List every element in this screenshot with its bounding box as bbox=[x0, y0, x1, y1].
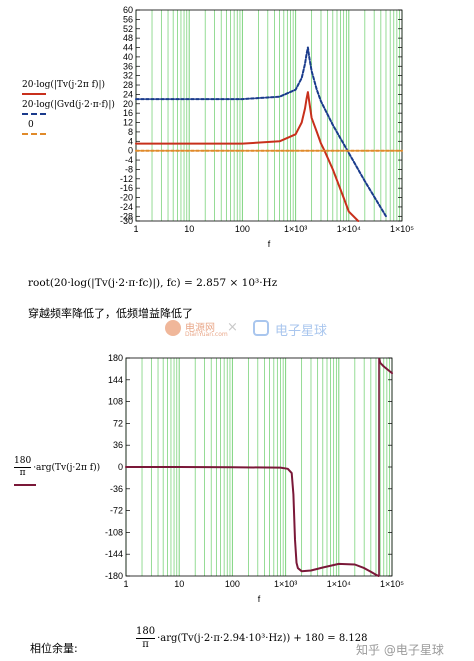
y-tick-label: -20 bbox=[120, 193, 133, 203]
y-tick-label: -12 bbox=[120, 174, 133, 184]
x-tick-label: 100 bbox=[225, 579, 240, 589]
y-tick-label: 36 bbox=[123, 61, 133, 71]
x-axis-label: f bbox=[268, 239, 271, 249]
y-tick-label: 8 bbox=[128, 127, 133, 137]
x-axis-label: f bbox=[258, 594, 261, 604]
plot-frame bbox=[135, 9, 403, 222]
y-tick-label: -28 bbox=[120, 211, 133, 221]
watermark-left-sub: DianYuan.com bbox=[185, 331, 228, 338]
legend-swatch-zero bbox=[22, 133, 46, 135]
y-tick-label: 180 bbox=[108, 353, 123, 363]
y-tick-label: 60 bbox=[123, 5, 133, 15]
magnitude-plot-area: 60565248444036322824201612840-4-8-12-16-… bbox=[120, 5, 414, 249]
y-tick-label: 20 bbox=[123, 99, 133, 109]
y-tick-label: 40 bbox=[123, 52, 133, 62]
y-tick-label: 4 bbox=[128, 136, 133, 146]
y-tick-label: 0 bbox=[118, 462, 123, 472]
legend-entry-tv: 20·log(|Tv(j·2π f)|) bbox=[22, 80, 106, 90]
x-tick-label: 100 bbox=[235, 224, 250, 234]
x-tick-label: 1 bbox=[123, 579, 128, 589]
x-tick-label: 10 bbox=[174, 579, 184, 589]
y-tick-label: -4 bbox=[125, 155, 133, 165]
legend-swatch-phase bbox=[14, 484, 36, 486]
y-tick-label: 48 bbox=[123, 33, 133, 43]
x-tick-label: 1×10⁵ bbox=[390, 224, 414, 234]
y-tick-label: 12 bbox=[123, 118, 133, 128]
y-tick-label: 44 bbox=[123, 43, 133, 53]
x-tick-label: 1×10⁴ bbox=[327, 579, 351, 589]
x-tick-label: 1×10⁵ bbox=[380, 579, 404, 589]
x-tick-label: 1×10⁴ bbox=[337, 224, 361, 234]
pm-fraction-num: 180 bbox=[136, 626, 156, 637]
legend-fraction-num: 180 bbox=[14, 456, 32, 466]
x-tick-label: 10 bbox=[184, 224, 194, 234]
watermark-left: 电源网 bbox=[185, 323, 215, 334]
y-tick-label: -8 bbox=[125, 164, 133, 174]
legend-entry-gvd: 20·log(|Gvd(j·2·π·f)|) bbox=[22, 100, 115, 110]
y-tick-label: 24 bbox=[123, 89, 133, 99]
legend-entry-phase: ·arg(Tv(j·2π f)) bbox=[33, 462, 101, 473]
y-tick-label: 108 bbox=[108, 397, 123, 407]
x-tick-label: 1×10³ bbox=[274, 579, 297, 589]
dianyuan-logo-icon bbox=[165, 320, 181, 336]
y-tick-label: -180 bbox=[105, 571, 123, 581]
dianziqiu-logo-icon bbox=[253, 320, 269, 336]
magnitude-legend: 20·log(|Tv(j·2π f)|) 20·log(|Gvd(j·2·π·f… bbox=[22, 80, 132, 135]
y-tick-label: -24 bbox=[120, 202, 133, 212]
phase-margin-equation: 180 π ·arg(Tv(j·2·π·2.94·10³·Hz)) + 180 … bbox=[136, 626, 367, 651]
legend-fraction-den: π bbox=[14, 467, 32, 479]
y-tick-label: -30 bbox=[120, 216, 133, 226]
note-text: 穿越频率降低了，低频增益降低了 bbox=[28, 307, 193, 320]
x-tick-label: 1 bbox=[133, 224, 138, 234]
y-tick-label: -36 bbox=[110, 484, 123, 494]
y-tick-label: 56 bbox=[123, 14, 133, 24]
series-line-0 bbox=[135, 91, 360, 222]
y-tick-label: 36 bbox=[113, 440, 123, 450]
y-tick-label: 144 bbox=[108, 375, 123, 385]
y-tick-label: 32 bbox=[123, 71, 133, 81]
y-tick-label: -108 bbox=[105, 527, 123, 537]
y-tick-label: 0 bbox=[128, 146, 133, 156]
y-tick-label: -16 bbox=[120, 183, 133, 193]
y-tick-label: 52 bbox=[123, 24, 133, 34]
footer-watermark: 知乎 @电子星球 bbox=[356, 643, 444, 657]
series-line-1 bbox=[135, 46, 387, 218]
legend-swatch-gvd bbox=[22, 113, 46, 115]
phase-margin-label: 相位余量: bbox=[30, 642, 78, 655]
legend-entry-zero: 0 bbox=[28, 120, 34, 130]
watermark-row: 电源网 DianYuan.com × 电子星球 bbox=[165, 318, 365, 344]
y-tick-label: 16 bbox=[123, 108, 133, 118]
legend-swatch-tv bbox=[22, 93, 46, 95]
cross-icon: × bbox=[227, 320, 238, 335]
phase-legend: 180 π ·arg(Tv(j·2π f)) bbox=[14, 456, 124, 486]
series-line-0 bbox=[125, 358, 393, 577]
y-tick-label: -144 bbox=[105, 549, 123, 559]
pm-fraction-den: π bbox=[136, 638, 156, 651]
root-equation: root(20·log(|Tv(j·2·π·fc)|), fc) = 2.857… bbox=[28, 277, 278, 289]
y-tick-label: -72 bbox=[110, 506, 123, 516]
y-tick-label: 72 bbox=[113, 418, 123, 428]
y-tick-label: 28 bbox=[123, 80, 133, 90]
x-tick-label: 1×10³ bbox=[284, 224, 307, 234]
watermark-right: 电子星球 bbox=[275, 324, 328, 339]
pm-expression: ·arg(Tv(j·2·π·2.94·10³·Hz)) + 180 = 8.12… bbox=[157, 633, 368, 644]
